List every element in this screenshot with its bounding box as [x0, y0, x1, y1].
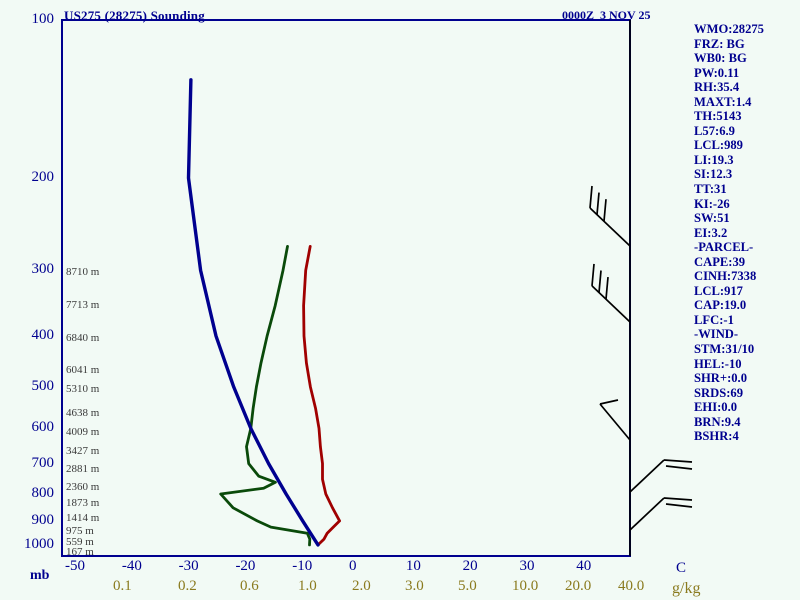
index-value: CAP:19.0	[694, 298, 747, 313]
index-value: WB0: BG	[694, 51, 747, 66]
temperature-tick-label: -40	[121, 558, 142, 574]
mixing-ratio-tick-label: 20.0	[565, 578, 592, 594]
mixing-ratio-tick-label: 10.0	[512, 578, 539, 594]
temperature-unit-label: C	[676, 560, 687, 576]
pressure-tick-label: 100	[31, 11, 55, 27]
height-annotation: 1873 m	[66, 497, 100, 509]
height-annotation: 167 m	[66, 546, 94, 558]
height-annotation: 975 m	[66, 525, 94, 537]
index-value: RH:35.4	[694, 80, 740, 95]
index-value: HEL:-10	[694, 356, 742, 371]
stability-indices-panel: WMO:28275 FRZ: BG WB0: BG PW:0.11 RH:35.4 MAX…	[694, 22, 800, 444]
mixing-ratio-tick-label: 2.0	[352, 578, 371, 594]
mixing-ratio-unit-label: g/kg	[672, 580, 701, 597]
index-value: CINH:7338	[694, 269, 757, 284]
temperature-tick-label: 20	[462, 558, 478, 574]
mixing-ratio-tick-label: 3.0	[405, 578, 424, 594]
pressure-tick-label: 200	[31, 169, 55, 185]
index-value: KI:-26	[694, 196, 730, 211]
index-value: -PARCEL-	[694, 240, 754, 255]
temperature-tick-label: -20	[235, 558, 256, 574]
height-annotation: 3427 m	[66, 445, 100, 457]
mixing-ratio-tick-label: 5.0	[458, 578, 477, 594]
index-value: STM:31/10	[694, 342, 755, 357]
height-annotation: 559 m	[66, 536, 94, 548]
temperature-tick-label: -10	[292, 558, 313, 574]
temperature-tick-label: 30	[519, 558, 535, 574]
index-value: L57:6.9	[694, 123, 735, 138]
pressure-tick-label: 400	[31, 327, 55, 343]
height-annotation: 8710 m	[66, 266, 100, 278]
sounding-datetime: 0000Z 3 NOV 25	[562, 8, 651, 22]
height-annotation: 4638 m	[66, 407, 100, 419]
mixing-ratio-tick-label: 0.6	[240, 578, 259, 594]
temperature-tick-label: 0	[349, 558, 357, 574]
index-value: BRN:9.4	[694, 414, 741, 429]
pressure-tick-label: 800	[31, 485, 55, 501]
index-value: EHI:0.0	[694, 400, 738, 415]
pressure-tick-label: 300	[31, 261, 55, 278]
mixing-ratio-tick-label: 40.0	[618, 578, 645, 594]
index-value: EI:3.2	[694, 225, 728, 240]
index-value: SI:12.3	[694, 167, 733, 182]
index-value: LCL:989	[694, 138, 743, 153]
height-annotation: 5310 m	[66, 383, 100, 395]
pressure-tick-label: 900	[31, 511, 55, 528]
index-value: TH:5143	[694, 109, 742, 124]
index-value: CAPE:39	[694, 254, 746, 269]
mixing-ratio-tick-label: 0.1	[113, 578, 132, 594]
height-annotation: 4009 m	[66, 426, 100, 438]
index-value: FRZ: BG	[694, 36, 745, 51]
temperature-tick-label: -50	[65, 558, 86, 574]
index-value: LFC:-1	[694, 312, 734, 327]
index-value: PW:0.11	[694, 65, 740, 80]
index-value: SRDS:69	[694, 385, 743, 400]
index-value: LI:19.3	[694, 152, 734, 167]
temperature-tick-label: -30	[178, 558, 199, 574]
pressure-unit-label: mb	[30, 568, 50, 583]
temperature-tick-label: 10	[405, 558, 421, 574]
index-value: SHR+:0.0	[694, 371, 748, 386]
index-value: WMO:28275	[694, 22, 764, 36]
pressure-tick-label: 600	[31, 419, 55, 436]
pressure-tick-label: 500	[31, 377, 55, 394]
index-value: BSHR:4	[694, 429, 739, 444]
pressure-tick-label: 700	[31, 454, 55, 471]
index-value: LCL:917	[694, 283, 743, 298]
height-annotation: 6840 m	[66, 332, 100, 344]
height-annotation: 1414 m	[66, 512, 100, 524]
page-title: US275 (28275) Sounding	[64, 8, 205, 23]
index-value: SW:51	[694, 211, 730, 226]
height-annotation: 6041 m	[66, 364, 100, 376]
pressure-tick-label: 1000	[24, 535, 54, 552]
index-value: -WIND-	[694, 327, 739, 342]
mixing-ratio-tick-label: 1.0	[298, 578, 317, 594]
temperature-tick-label: 40	[576, 558, 592, 574]
height-annotation: 7713 m	[66, 299, 100, 311]
mixing-ratio-tick-label: 0.2	[178, 578, 197, 594]
height-annotation: 2360 m	[66, 481, 100, 493]
index-value: TT:31	[694, 182, 727, 197]
index-value: MAXT:1.4	[694, 94, 752, 109]
height-annotation: 2881 m	[66, 463, 100, 475]
